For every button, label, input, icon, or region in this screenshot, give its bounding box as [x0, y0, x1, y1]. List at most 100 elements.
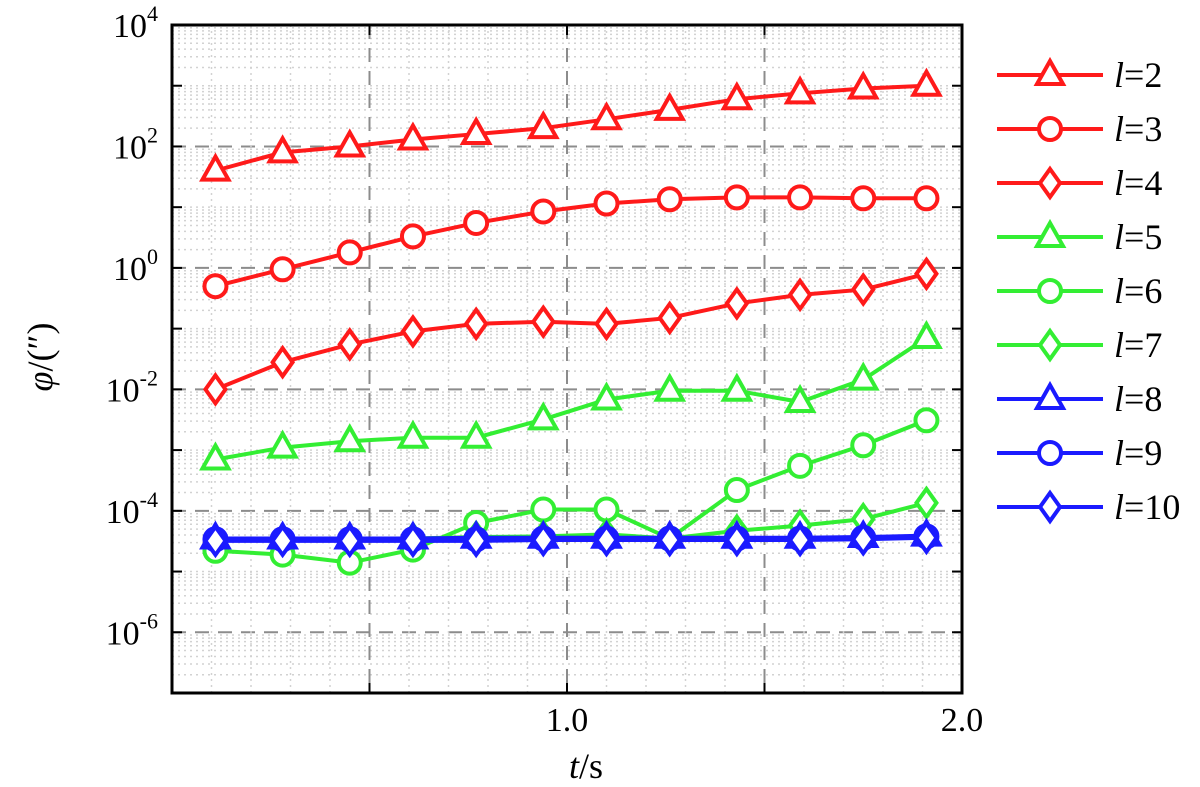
data-point	[333, 423, 367, 453]
y-tick-label: 10-6	[106, 608, 158, 652]
legend-label: l=5	[1114, 217, 1162, 257]
data-point	[783, 75, 817, 105]
data-point	[724, 285, 750, 321]
data-point	[459, 419, 493, 449]
legend-item: l=8	[997, 379, 1162, 419]
data-point	[270, 523, 296, 559]
data-point	[787, 452, 814, 479]
data-point	[913, 407, 940, 434]
data-point	[850, 185, 877, 212]
data-point	[530, 198, 557, 225]
data-point	[850, 272, 876, 308]
data-point	[337, 326, 363, 362]
legend-label: l=9	[1114, 433, 1162, 473]
data-point	[202, 523, 228, 559]
data-point	[202, 371, 228, 407]
data-point	[723, 477, 750, 504]
data-point	[590, 101, 623, 131]
data-point	[530, 496, 557, 523]
data-point	[530, 304, 556, 340]
legend-marker	[1033, 218, 1067, 248]
data-point	[199, 152, 232, 182]
data-point	[720, 81, 754, 111]
legend-item: l=2	[997, 55, 1162, 95]
data-point	[463, 209, 490, 236]
series-l-7	[202, 485, 939, 558]
data-point	[526, 110, 560, 140]
data-point	[400, 313, 426, 349]
x-axis-label: t/s	[569, 746, 603, 786]
legend-item: l=4	[997, 163, 1162, 203]
series-line	[214, 83, 927, 173]
legend-item: l=3	[997, 109, 1162, 149]
y-tick-label: 10-4	[106, 487, 158, 531]
data-point	[396, 121, 430, 151]
series-l-10	[202, 520, 939, 559]
data-point	[723, 184, 750, 211]
data-point	[400, 523, 426, 559]
data-point	[202, 273, 229, 300]
data-point	[594, 522, 619, 558]
series-l-6	[202, 407, 940, 576]
legend-item: l=5	[997, 217, 1162, 257]
legend-label: l=8	[1114, 379, 1162, 419]
legend-label: l=3	[1114, 109, 1162, 149]
legend-marker	[1037, 489, 1063, 525]
legend-item: l=9	[997, 433, 1162, 473]
y-axis-label: φ/(″)	[20, 323, 60, 392]
legend-label: l=2	[1114, 55, 1162, 95]
legend-marker	[1037, 116, 1063, 142]
legend: l=2 l=3 l=4 l=5 l=6 l=7 l=8 l=9 l=10	[997, 55, 1180, 527]
data-point	[593, 190, 620, 217]
y-tick-label: 100	[113, 244, 158, 288]
x-tick-label: 1.0	[546, 702, 589, 739]
data-point	[463, 306, 489, 342]
data-point	[720, 372, 754, 402]
series-l-2	[199, 67, 943, 182]
data-point	[270, 344, 296, 380]
data-point	[846, 361, 880, 391]
data-point	[337, 523, 363, 559]
data-point	[594, 306, 619, 342]
data-point	[724, 522, 750, 558]
legend-marker	[1033, 56, 1067, 86]
data-point	[526, 401, 560, 431]
y-tick-label: 102	[113, 122, 158, 166]
x-tick-label: 2.0	[941, 702, 984, 739]
series-l-5	[199, 319, 943, 471]
data-point	[590, 381, 623, 411]
data-point	[787, 522, 813, 558]
data-point	[396, 419, 430, 449]
legend-item: l=10	[997, 487, 1180, 527]
data-point	[913, 256, 939, 292]
legend-label: l=10	[1114, 487, 1180, 527]
data-point	[653, 91, 687, 121]
data-point	[463, 523, 489, 559]
data-point	[530, 522, 556, 558]
data-point	[656, 186, 683, 213]
data-point	[266, 134, 300, 164]
data-point	[653, 372, 687, 402]
legend-label: l=7	[1114, 325, 1162, 365]
data-point	[336, 239, 363, 266]
data-point	[199, 441, 232, 471]
data-point	[913, 185, 940, 212]
legend-item: l=6	[997, 271, 1162, 311]
data-point	[787, 184, 814, 211]
data-point	[399, 223, 426, 250]
legend-label: l=4	[1114, 163, 1162, 203]
legend-marker	[1033, 380, 1067, 410]
data-point	[910, 319, 943, 350]
legend-marker	[1037, 440, 1063, 466]
legend-label: l=6	[1114, 271, 1162, 311]
series-line	[215, 336, 928, 462]
data-point	[913, 485, 939, 521]
data-point	[850, 432, 877, 459]
data-point	[657, 300, 683, 336]
data-point	[266, 429, 300, 459]
series-layer	[199, 67, 943, 576]
data-point	[459, 115, 493, 146]
data-point	[787, 277, 813, 313]
y-tick-label: 104	[113, 1, 158, 45]
